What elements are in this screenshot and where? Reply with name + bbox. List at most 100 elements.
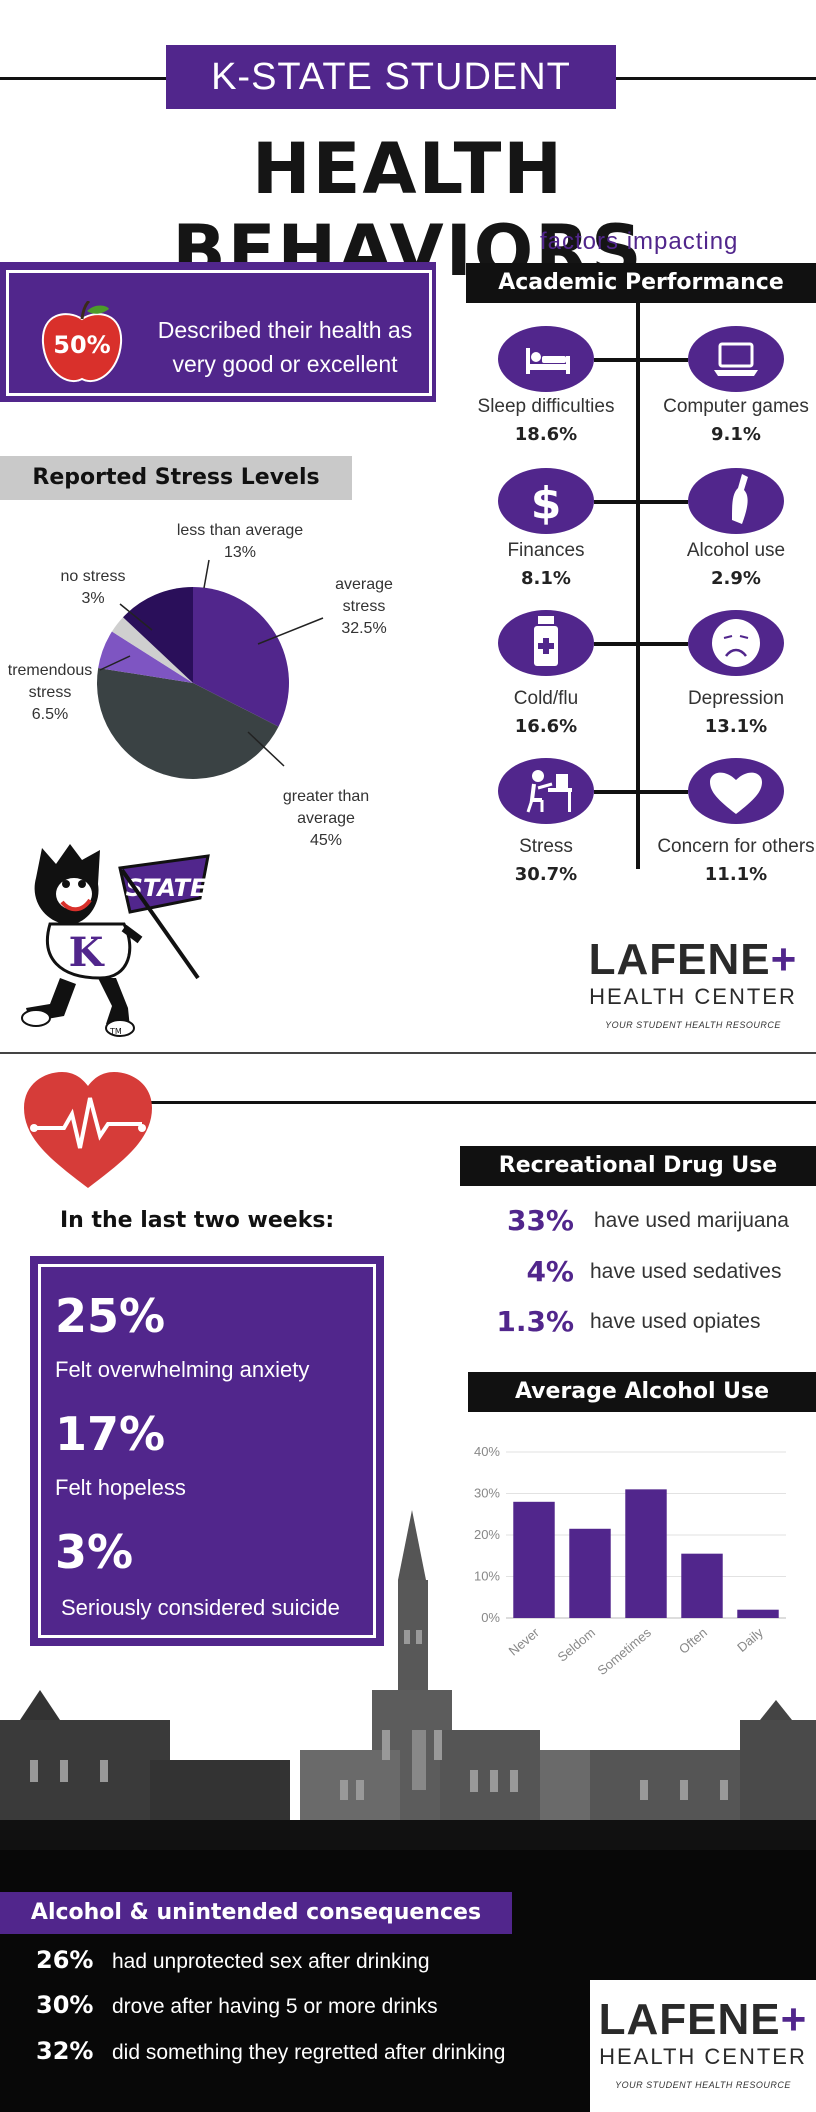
pie-label-no-stress: no stress 3%: [60, 568, 126, 607]
apple-icon: [37, 299, 127, 387]
factor-label-depression: Depression: [687, 688, 785, 709]
marijuana-text: have used marijuana: [594, 1209, 789, 1232]
bottle-icon: [688, 468, 784, 534]
pie-leader-line: [257, 617, 324, 645]
y-tick-label: 40%: [474, 1444, 500, 1459]
hopeless-text: Felt hopeless: [55, 1475, 186, 1500]
pie-leader-line: [247, 731, 285, 767]
dollar-icon: $: [498, 468, 594, 534]
factor-value-concern: 11.1%: [704, 864, 768, 885]
pie-label-average: average stress 32.5%: [335, 576, 393, 637]
factor-label-games: Computer games: [663, 396, 809, 417]
lafene-tagline: YOUR STUDENT HEALTH RESOURCE: [615, 2080, 791, 2090]
opiates-percent: 1.3%: [496, 1305, 574, 1338]
y-tick-label: 30%: [474, 1486, 500, 1501]
factors-subtitle: factors impacting: [540, 228, 739, 255]
unprotected-percent: 26%: [36, 1946, 94, 1974]
y-tick-label: 10%: [474, 1569, 500, 1584]
bed-icon: [498, 326, 594, 392]
section-divider: [0, 1052, 816, 1054]
factor-connector: [594, 642, 688, 646]
factor-value-sleep: 18.6%: [514, 424, 578, 445]
bar-never: [513, 1501, 555, 1618]
stress-levels-header: Reported Stress Levels: [0, 456, 352, 500]
lafene-name: LAFENE: [588, 935, 771, 984]
mascot-shirt-letter: K: [69, 929, 105, 976]
pie-label-less-than-average: less than average 13%: [176, 522, 304, 561]
heartbeat-heart-icon: [20, 1070, 156, 1190]
pie-slice-greater-than-average: [97, 667, 279, 779]
factor-label-finances: Finances: [507, 540, 585, 561]
suicide-text: Seriously considered suicide: [61, 1595, 340, 1620]
svg-text:$: $: [531, 478, 562, 529]
drove-percent: 30%: [36, 1991, 94, 2019]
factor-value-stress: 30.7%: [514, 864, 578, 885]
bar-often: [681, 1553, 723, 1618]
lafene-tagline: YOUR STUDENT HEALTH RESOURCE: [605, 1020, 781, 1030]
lafene-plus: +: [770, 935, 798, 984]
lafene-logo-bottom-box: LAFENE+ HEALTH CENTER YOUR STUDENT HEALT…: [590, 1980, 816, 2112]
pie-label-greater-than-average: greater than average 45%: [282, 788, 370, 849]
two-weeks-box: 25% Felt overwhelming anxiety 17% Felt h…: [30, 1256, 384, 1646]
medicine-bottle-icon: [498, 610, 594, 676]
bar-sometimes: [625, 1489, 667, 1618]
anxiety-text: Felt overwhelming anxiety: [55, 1357, 310, 1382]
stress-pie-chart: [97, 559, 324, 779]
factor-label-stress: Stress: [519, 836, 573, 857]
y-tick-label: 0%: [481, 1610, 500, 1625]
wildcat-mascot: STATE K TM: [20, 828, 216, 1038]
factor-label-concern: Concern for others: [657, 836, 815, 857]
suicide-percent: 3%: [55, 1525, 134, 1579]
lafene-subtitle: HEALTH CENTER: [589, 984, 797, 1009]
lafene-subtitle: HEALTH CENTER: [599, 2044, 807, 2069]
sedatives-text: have used sedatives: [590, 1260, 782, 1283]
sedatives-percent: 4%: [526, 1255, 574, 1288]
pie-leader-line: [119, 603, 153, 631]
factor-value-games: 9.1%: [711, 424, 761, 445]
health-rating-text: Described their health as very good or e…: [157, 317, 413, 377]
alcohol-chart-header: Average Alcohol Use: [468, 1372, 816, 1412]
hopeless-percent: 17%: [55, 1407, 166, 1461]
bar-daily: [737, 1609, 779, 1618]
lafene-plus: +: [780, 1995, 808, 2044]
mascot-flag-text: STATE: [126, 874, 207, 902]
two-weeks-title: In the last two weeks:: [60, 1208, 335, 1233]
pie-leader-line: [203, 559, 210, 589]
section2-rule: [150, 1101, 816, 1104]
factor-connector: [594, 358, 688, 362]
drove-text: drove after having 5 or more drinks: [112, 1995, 438, 2018]
stressed-student-icon: [498, 758, 594, 824]
title-rule-right: [616, 77, 816, 80]
y-tick-label: 20%: [474, 1527, 500, 1542]
regretted-percent: 32%: [36, 2037, 94, 2065]
mascot-trademark: TM: [109, 1027, 122, 1036]
two-weeks-frame: 25% Felt overwhelming anxiety 17% Felt h…: [38, 1264, 376, 1638]
factor-connector: [594, 500, 688, 504]
pie-leader-line: [99, 655, 131, 671]
laptop-icon: [688, 326, 784, 392]
drug-use-header: Recreational Drug Use: [460, 1146, 816, 1186]
campus-skyline: [0, 1510, 816, 1860]
health-rating-frame: 50% Described their health as very good …: [6, 270, 432, 396]
factor-label-sleep: Sleep difficulties: [477, 396, 615, 417]
consequences-header: Alcohol & unintended consequences: [0, 1892, 512, 1934]
lafene-logo-bottom: LAFENE+ HEALTH CENTER YOUR STUDENT HEALT…: [590, 1995, 816, 2091]
pie-slice-less-than-average: [123, 587, 193, 683]
title-rule-left: [0, 77, 166, 80]
title-top-label: K-STATE STUDENT: [166, 45, 616, 109]
factor-value-depression: 13.1%: [704, 716, 768, 737]
marijuana-percent: 33%: [506, 1204, 574, 1237]
sad-face-icon: [688, 610, 784, 676]
bar-seldom: [569, 1528, 611, 1618]
pie-slice-tremendous-stress: [98, 631, 193, 683]
opiates-text: have used opiates: [590, 1310, 761, 1333]
pie-slice-average-stress: [193, 587, 289, 727]
factor-label-alcohol: Alcohol use: [686, 540, 786, 561]
factor-value-alcohol: 2.9%: [711, 568, 761, 589]
pie-label-tremendous: tremendous stress 6.5%: [7, 662, 93, 723]
health-percent: 50%: [53, 331, 111, 359]
unprotected-text: had unprotected sex after drinking: [112, 1950, 430, 1973]
factor-label-coldflu: Cold/flu: [513, 688, 579, 709]
regretted-text: did something they regretted after drink…: [112, 2041, 506, 2064]
